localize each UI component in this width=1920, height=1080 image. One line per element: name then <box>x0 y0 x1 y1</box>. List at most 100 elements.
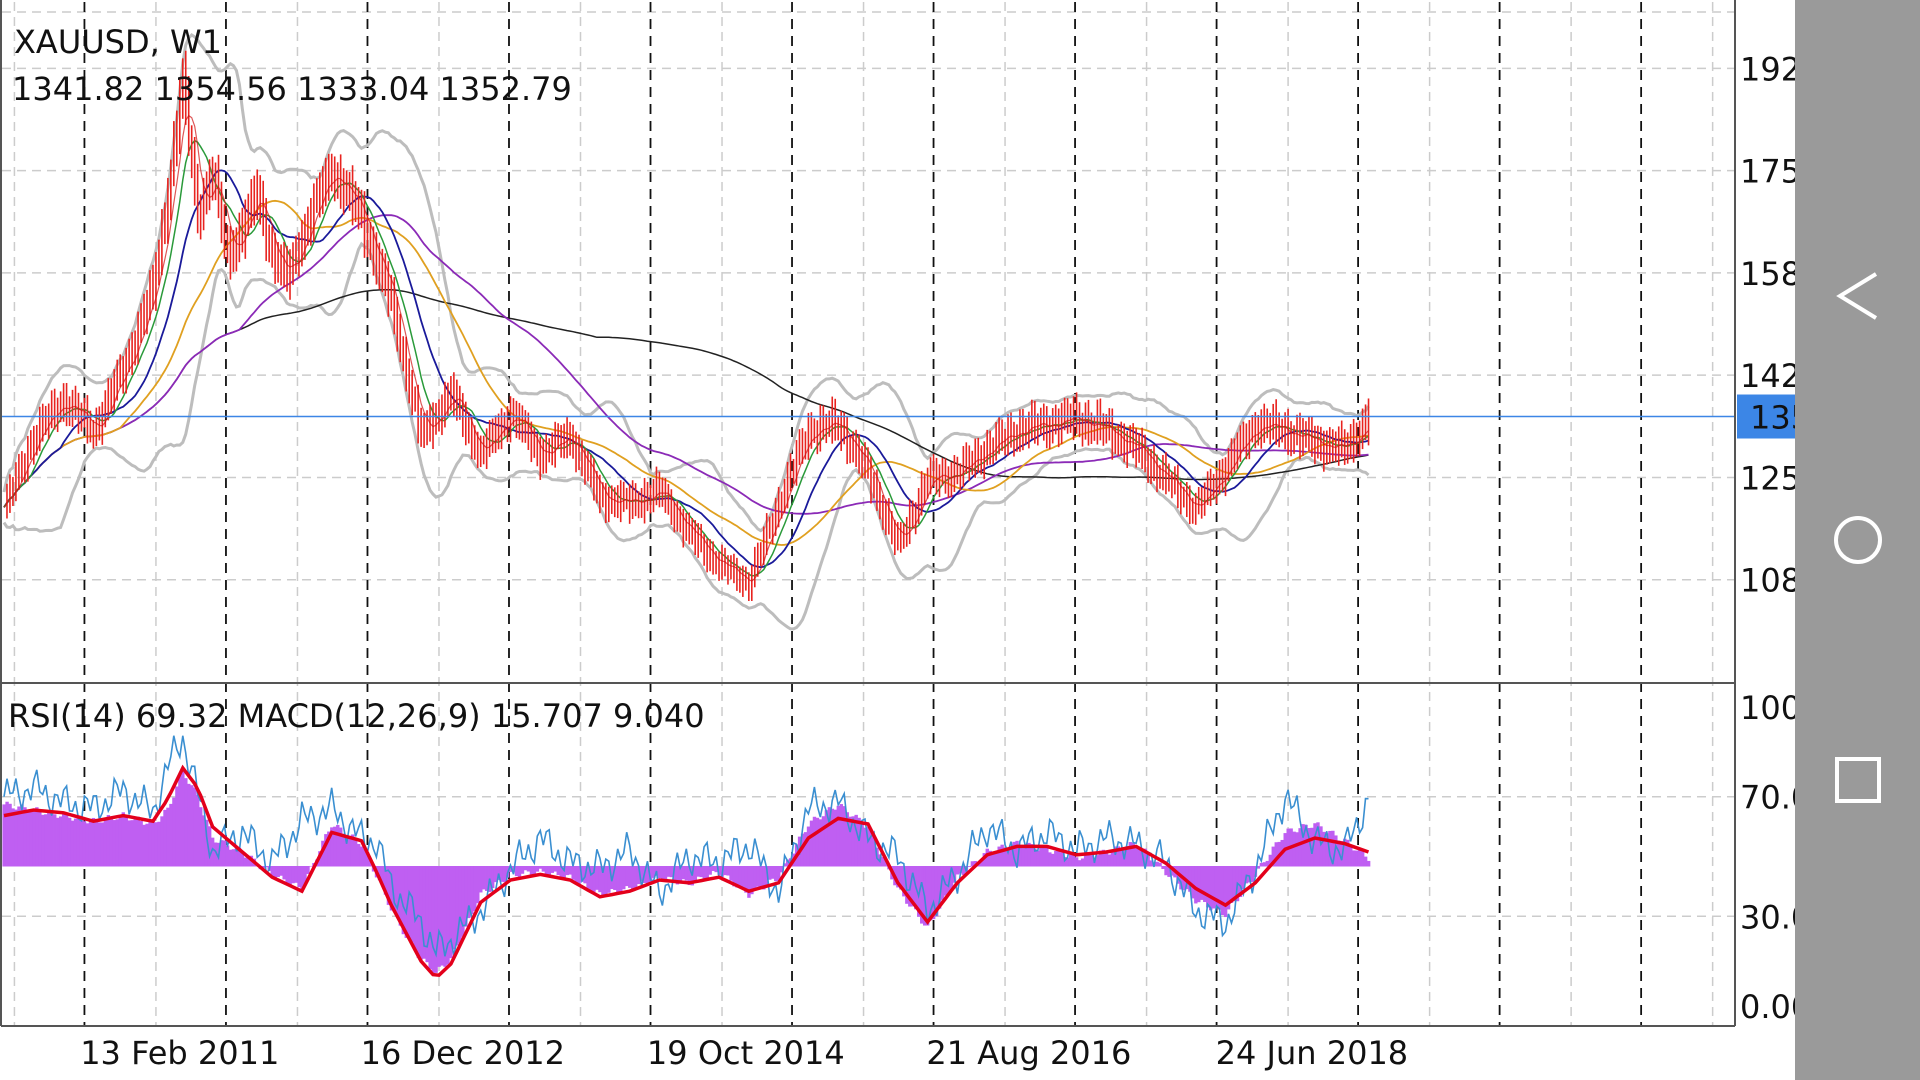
macd-histogram-bar <box>1301 824 1305 867</box>
rsi-gridlines <box>2 795 1734 918</box>
macd-histogram-bar <box>1161 866 1165 869</box>
rsi-line <box>3 735 1369 958</box>
macd-histogram-bar <box>1107 854 1112 867</box>
macd-histogram-bar <box>809 820 814 867</box>
macd-histogram-bar <box>869 829 873 867</box>
macd-histogram-bar <box>437 866 441 967</box>
macd-histogram-bar <box>184 778 188 867</box>
macd-histogram-bar <box>493 866 498 883</box>
macd-histogram-bar <box>824 810 829 867</box>
ma-10-line <box>3 139 1369 577</box>
macd-histogram-bar <box>1101 849 1106 867</box>
macd-histogram-bar <box>386 866 391 905</box>
macd-histogram-bar <box>1009 846 1013 867</box>
macd-histogram-bar <box>196 794 200 867</box>
macd-histogram-bar <box>544 866 549 877</box>
macd-histogram-bar <box>699 866 703 878</box>
macd-histogram-bar <box>723 866 727 876</box>
macd-histogram-bar <box>1125 846 1129 867</box>
macd-histogram-bar <box>1355 850 1359 867</box>
macd-histogram-bar <box>145 823 149 867</box>
macd-histogram-bar <box>678 866 683 883</box>
macd-histogram-bar <box>178 775 182 867</box>
macd-histogram-bar <box>1128 842 1132 867</box>
macd-histogram-bar <box>1098 850 1103 867</box>
macd-histogram-bar <box>350 834 355 867</box>
macd-histogram-bar <box>1033 848 1037 867</box>
macd-histogram-bar <box>407 866 411 939</box>
macd-histogram-bar <box>1110 851 1115 867</box>
macd-histogram-bar <box>1068 854 1073 867</box>
macd-histogram-bar <box>925 866 930 926</box>
macd-histogram-bar <box>443 866 447 967</box>
macd-histogram-bar <box>222 840 227 867</box>
macd-histogram-bar <box>1063 857 1067 867</box>
macd-histogram-bar <box>187 783 191 867</box>
macd-histogram-bar <box>50 810 54 867</box>
macd-histogram-bar <box>1140 848 1144 867</box>
macd-histogram-bar <box>714 866 718 873</box>
macd-histogram-bar <box>532 866 537 876</box>
macd-histogram-bar <box>1089 855 1094 867</box>
macd-histogram-bar <box>1292 831 1296 867</box>
macd-histogram-bar <box>234 846 239 867</box>
recents-icon[interactable] <box>1830 752 1886 808</box>
macd-histogram-bar <box>991 853 995 867</box>
macd-histogram-bar <box>571 866 575 880</box>
macd-histogram-bar <box>1206 866 1210 908</box>
navigation-bar <box>1795 0 1920 1080</box>
macd-histogram-bar <box>130 820 134 867</box>
back-icon[interactable] <box>1830 268 1886 324</box>
macd-histogram-bar <box>181 769 185 867</box>
macd-histogram-bar <box>303 866 307 885</box>
macd-histogram-bar <box>470 866 474 915</box>
macd-histogram-bar <box>452 866 456 950</box>
macd-histogram-bar <box>1310 827 1314 867</box>
macd-histogram-bar <box>815 817 820 867</box>
macd-histogram-bar <box>154 822 158 867</box>
macd-histogram-bar <box>541 866 546 872</box>
macd-histogram-bar <box>41 814 45 867</box>
macd-histogram-bar <box>708 866 712 875</box>
macd-histogram-bar <box>1346 839 1350 867</box>
macd-histogram-bar <box>353 837 358 867</box>
macd-histogram-bar <box>1083 853 1088 867</box>
macd-histogram-bar <box>294 866 298 883</box>
macd-histogram-bar <box>431 866 435 974</box>
macd-histogram-bar <box>5 801 9 867</box>
macd-histogram-bar <box>675 866 680 885</box>
ma-40-line <box>3 199 1369 546</box>
macd-histogram-bar <box>348 835 352 867</box>
macd-histogram-bar <box>1039 848 1043 867</box>
macd-histogram-bar <box>38 810 42 867</box>
macd-histogram-bar <box>1131 842 1135 867</box>
macd-histogram-bar <box>952 866 957 883</box>
macd-histogram-bar <box>419 866 423 960</box>
macd-histogram-bar <box>416 866 420 958</box>
macd-histogram-bar <box>1158 862 1162 867</box>
macd-histogram-bar <box>860 824 864 867</box>
macd-histogram-bar <box>1223 866 1228 918</box>
date-tick-label: 19 Oct 2014 <box>647 1034 845 1072</box>
macd-histogram-bar <box>1232 866 1237 902</box>
macd-histogram-bar <box>240 853 245 867</box>
macd-histogram-bar <box>82 821 87 867</box>
macd-histogram-bar <box>669 866 674 878</box>
macd-histogram-bar <box>747 866 751 898</box>
macd-histogram-bar <box>711 866 715 871</box>
home-icon[interactable] <box>1830 512 1886 568</box>
macd-histogram-bar <box>759 866 763 889</box>
macd-histogram-bar <box>896 866 900 888</box>
macd-histogram-bar <box>753 866 757 889</box>
macd-histogram-bar <box>112 820 117 867</box>
macd-histogram-bar <box>1003 847 1007 867</box>
macd-histogram-bar <box>395 866 400 917</box>
macd-histogram-bar <box>663 866 668 881</box>
macd-histogram-bar <box>264 866 268 868</box>
macd-histogram-bar <box>20 804 24 867</box>
macd-histogram-bar <box>166 807 170 867</box>
macd-histogram-bar <box>100 822 105 867</box>
macd-histogram-bar <box>401 866 406 935</box>
macd-histogram-bar <box>136 816 140 867</box>
